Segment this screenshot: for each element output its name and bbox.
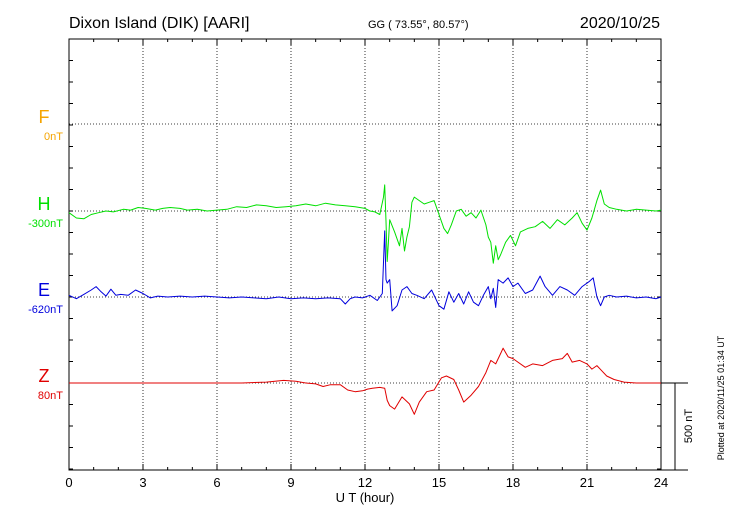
x-tick-label: 9 [287,475,294,490]
x-tick-label: 3 [139,475,146,490]
series-line-z [69,347,661,415]
series-baseline-e: -620nT [28,304,63,316]
series-name-e: E [38,280,50,300]
series-name-h: H [38,194,51,214]
date-label: 2020/10/25 [580,15,660,32]
x-tick-label: 6 [213,475,220,490]
x-axis-title: U T (hour) [336,490,395,505]
x-tick-label: 18 [506,475,520,490]
plotted-timestamp: Plotted at 2020/11/25 01:34 UT [716,335,726,460]
x-tick-label: 15 [432,475,446,490]
x-tick-label: 12 [358,475,372,490]
x-axis-ticks: 0 3 6 9 12 15 18 21 24 [65,38,668,490]
scale-bar-label: 500 nT [683,409,695,444]
series-name-z: Z [39,366,50,386]
series-line-e [68,230,662,312]
series-lines [68,184,662,415]
series-baseline-h: -300nT [28,218,63,230]
x-tick-label: 0 [65,475,72,490]
scale-bar: 500 nT [661,382,695,471]
series-line-h [68,184,662,264]
coordinates-label: GG ( 73.55°, 80.57°) [368,19,469,31]
series-baseline-z: 80nT [38,390,63,402]
series-labels: F 0nT H -300nT E -620nT Z 80nT [28,107,63,402]
station-title: Dixon Island (DIK) [AARI] [69,15,250,32]
series-name-f: F [39,107,50,127]
x-tick-label: 24 [654,475,668,490]
x-tick-label: 21 [580,475,594,490]
series-baseline-f: 0nT [44,131,63,143]
